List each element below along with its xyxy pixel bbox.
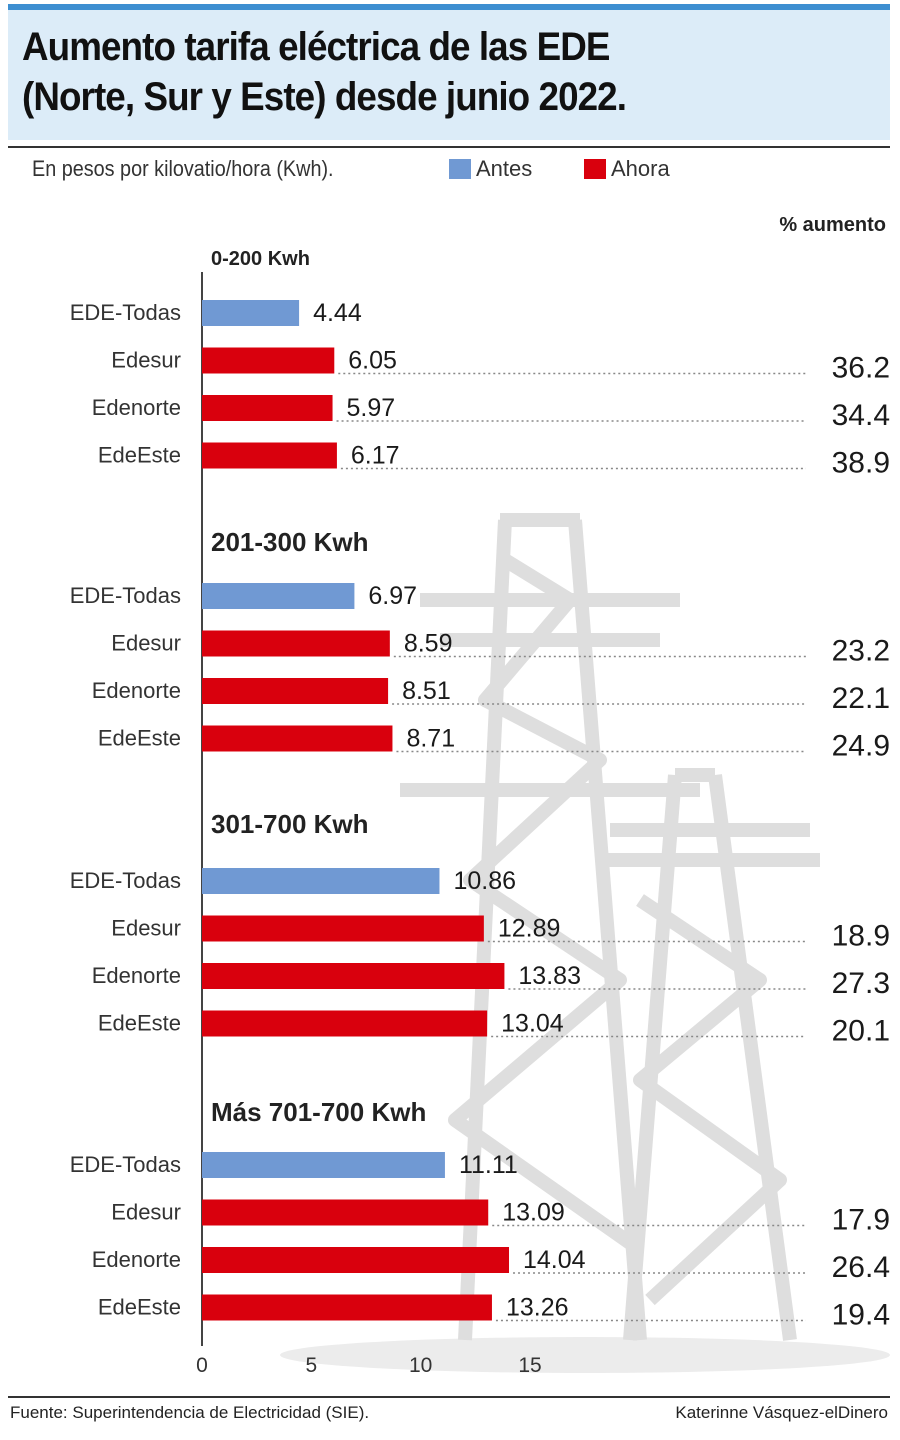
bar-antes [202, 300, 300, 326]
category-label: EdeEste [98, 1011, 181, 1036]
bar-ahora [202, 1010, 488, 1037]
value-label: 13.26 [506, 1294, 569, 1322]
bar-ahora [202, 1199, 489, 1226]
value-label: 8.71 [406, 725, 455, 753]
category-label: Edenorte [92, 678, 181, 703]
category-label: EDE-Todas [70, 868, 181, 893]
category-label: Edesur [111, 1200, 181, 1225]
category-label: Edenorte [92, 963, 181, 988]
bar-ahora [202, 442, 337, 469]
value-label: 11.11 [459, 1151, 518, 1179]
footer-divider [8, 1396, 890, 1398]
percent-increase-label: 19.4 [832, 1299, 890, 1332]
percent-increase-label: 20.1 [832, 1015, 890, 1048]
percent-increase-label: 18.9 [832, 920, 890, 953]
bar-ahora [202, 1247, 510, 1273]
category-label: EdeEste [98, 726, 181, 751]
bar-ahora [202, 1294, 492, 1321]
legend-swatch-ahora [584, 159, 606, 179]
bar-antes [202, 868, 440, 894]
category-label: EDE-Todas [70, 583, 181, 608]
power-tower-illustration [280, 513, 890, 1373]
x-tick-label: 10 [409, 1354, 432, 1377]
category-label: EDE-Todas [70, 1152, 181, 1177]
value-label: 5.97 [347, 394, 396, 422]
value-label: 12.89 [498, 915, 561, 943]
title-banner: Aumento tarifa eléctrica de las EDE (Nor… [8, 4, 890, 140]
bar-ahora [202, 347, 335, 374]
value-label: 13.04 [501, 1010, 564, 1038]
percent-increase-label: 17.9 [832, 1204, 890, 1237]
legend-label-ahora: Ahora [611, 156, 670, 181]
x-tick-label: 0 [196, 1354, 208, 1377]
credit-note: Katerinne Vásquez-elDinero [675, 1403, 888, 1422]
bar-antes [202, 583, 355, 609]
category-label: Edesur [111, 348, 181, 373]
percent-increase-label: 38.9 [832, 447, 890, 480]
percent-increase-label: 24.9 [832, 730, 890, 763]
value-label: 10.86 [453, 867, 516, 895]
category-label: Edesur [111, 631, 181, 656]
category-label: Edenorte [92, 1247, 181, 1272]
legend-label-antes: Antes [476, 156, 533, 181]
title-line-2: (Norte, Sur y Este) desde junio 2022. [22, 75, 627, 119]
bar-ahora [202, 630, 390, 657]
value-label: 14.04 [523, 1246, 586, 1274]
title-line-1: Aumento tarifa eléctrica de las EDE [22, 25, 610, 69]
units-subtitle: En pesos por kilovatio/hora (Kwh). [32, 156, 334, 181]
x-tick-label: 15 [518, 1354, 541, 1377]
percent-increase-label: 23.2 [832, 635, 890, 668]
value-label: 4.44 [313, 299, 362, 327]
percent-increase-label: 36.2 [832, 352, 890, 385]
source-note: Fuente: Superintendencia de Electricidad… [10, 1403, 370, 1422]
percent-increase-header: % aumento [779, 214, 886, 236]
percent-increase-label: 26.4 [832, 1251, 890, 1284]
group-label: 201-300 Kwh [211, 527, 369, 557]
bar-ahora [202, 963, 505, 989]
percent-increase-label: 34.4 [832, 399, 890, 432]
bar-ahora [202, 678, 389, 704]
legend-antes: Antes [449, 156, 532, 182]
category-label: Edesur [111, 916, 181, 941]
category-label: EDE-Todas [70, 300, 181, 325]
group-label: 0-200 Kwh [211, 248, 310, 270]
legend-swatch-antes [449, 159, 471, 179]
category-label: Edenorte [92, 395, 181, 420]
value-label: 8.51 [402, 677, 451, 705]
category-label: EdeEste [98, 1295, 181, 1320]
group-label: Más 701-700 Kwh [211, 1097, 426, 1127]
percent-increase-label: 27.3 [832, 967, 890, 1000]
legend-ahora: Ahora [584, 156, 670, 182]
value-label: 6.97 [368, 582, 417, 610]
header-divider [8, 146, 890, 148]
value-label: 8.59 [404, 630, 453, 658]
group-label: 301-700 Kwh [211, 809, 369, 839]
bar-ahora [202, 915, 484, 942]
x-tick-label: 5 [305, 1354, 317, 1377]
value-label: 6.17 [351, 442, 400, 470]
chart-title: Aumento tarifa eléctrica de las EDE (Nor… [22, 22, 813, 122]
bar-ahora [202, 395, 333, 421]
bar-ahora [202, 725, 393, 752]
value-label: 13.09 [502, 1199, 565, 1227]
category-label: EdeEste [98, 443, 181, 468]
percent-increase-label: 22.1 [832, 682, 890, 715]
value-label: 13.83 [518, 962, 581, 990]
value-label: 6.05 [348, 347, 397, 375]
bar-antes [202, 1152, 445, 1178]
